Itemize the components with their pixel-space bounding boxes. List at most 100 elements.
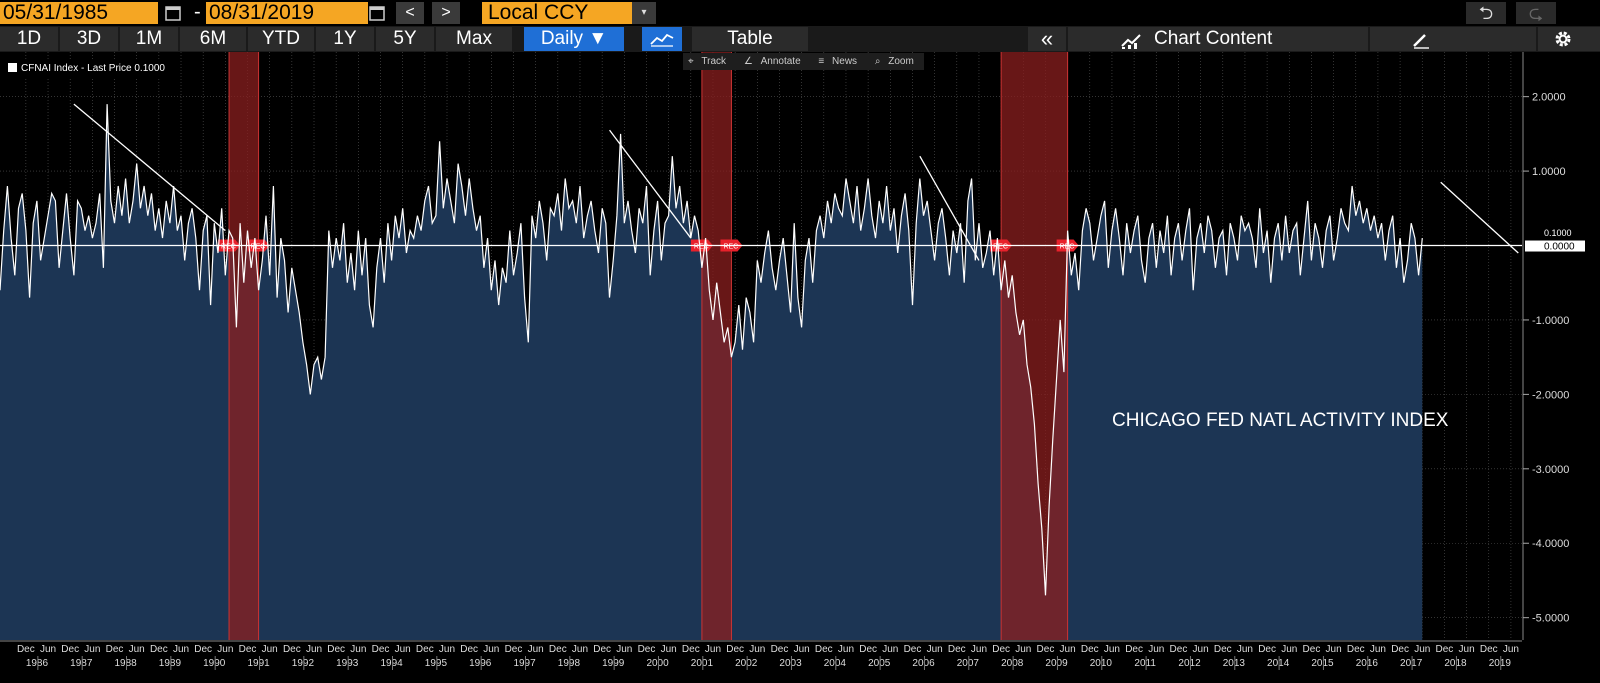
x-tick-label: Dec [1258, 644, 1276, 655]
x-tick-label: Dec [1081, 644, 1099, 655]
x-year-label: 2007 [957, 658, 980, 669]
tab-1y[interactable]: 1Y [316, 27, 374, 51]
table-button[interactable]: Table [692, 27, 808, 51]
x-year-label: 2012 [1178, 658, 1201, 669]
chart-legend: CFNAI Index - Last Price 0.1000 [4, 60, 170, 78]
x-year-label: 1987 [70, 658, 93, 669]
x-tick-label: Dec [327, 644, 345, 655]
x-year-label: 2004 [824, 658, 847, 669]
legend-label: CFNAI Index - Last Price 0.1000 [21, 63, 165, 74]
x-tick-label: Dec [372, 644, 390, 655]
end-date-field[interactable]: 08/31/2019 [206, 2, 368, 24]
x-tick-label: Dec [726, 644, 744, 655]
x-tick-label: Dec [638, 644, 656, 655]
trend-line [919, 155, 980, 261]
next-button[interactable]: > [432, 2, 460, 24]
line-chart-icon[interactable] [642, 27, 682, 51]
x-year-label: 1993 [336, 658, 359, 669]
tab-ytd[interactable]: YTD [248, 27, 314, 51]
rec-label: REC [993, 244, 1008, 251]
x-year-label: 2008 [1001, 658, 1024, 669]
legend-swatch [8, 63, 17, 72]
x-tick-label: Jun [1193, 644, 1209, 655]
chart-content-icon [1121, 34, 1141, 49]
chart-content-label: Chart Content [1154, 28, 1273, 49]
x-tick-label: Jun [306, 644, 322, 655]
calendar-icon[interactable] [164, 4, 182, 22]
x-year-label: 2002 [735, 658, 758, 669]
annotate-tool[interactable]: ∠ Annotate [743, 56, 801, 67]
x-tick-label: Jun [1104, 644, 1120, 655]
x-tick-label: Dec [239, 644, 257, 655]
x-year-label: 2019 [1489, 658, 1512, 669]
x-tick-label: Jun [1459, 644, 1475, 655]
x-year-label: 2014 [1267, 658, 1290, 669]
x-tick-label: Jun [483, 644, 499, 655]
x-tick-label: Jun [661, 644, 677, 655]
undo-button[interactable]: ⮌ [1466, 2, 1506, 24]
rec-label: REC [723, 244, 738, 251]
rec-label: REC [221, 244, 236, 251]
x-tick-label: Jun [794, 644, 810, 655]
x-tick-label: Dec [1480, 644, 1498, 655]
y-tick-label: -3.0000 [1532, 464, 1569, 476]
tab-6m[interactable]: 6M [180, 27, 246, 51]
x-tick-label: Jun [749, 644, 765, 655]
tab-1m[interactable]: 1M [120, 27, 178, 51]
x-tick-label: Jun [528, 644, 544, 655]
x-tick-label: Jun [40, 644, 56, 655]
gear-icon [1555, 31, 1571, 47]
x-year-label: 2010 [1090, 658, 1113, 669]
chart-content-button[interactable]: Chart Content [1068, 27, 1368, 51]
x-year-label: 1994 [380, 658, 403, 669]
x-tick-label: Dec [1436, 644, 1454, 655]
x-year-label: 1997 [513, 658, 536, 669]
rec-label: REC [251, 244, 266, 251]
redo-button[interactable]: ⮎ [1516, 2, 1556, 24]
x-tick-label: Jun [1237, 644, 1253, 655]
x-tick-label: Dec [1170, 644, 1188, 655]
x-year-label: 2005 [868, 658, 891, 669]
collapse-button[interactable]: « [1028, 27, 1066, 51]
x-tick-label: Dec [948, 644, 966, 655]
x-year-label: 2015 [1311, 658, 1334, 669]
x-year-label: 2013 [1223, 658, 1246, 669]
prev-button[interactable]: < [396, 2, 424, 24]
calendar-icon[interactable] [368, 4, 386, 22]
frequency-select[interactable]: Daily ▼ [524, 27, 624, 51]
tab-5y[interactable]: 5Y [376, 27, 434, 51]
top-toolbar: 05/31/1985 - 08/31/2019 < > Local CCY ▾ … [0, 0, 1600, 26]
x-tick-label: Dec [1391, 644, 1409, 655]
x-year-label: 1986 [26, 658, 49, 669]
y-tick-label: 2.0000 [1532, 92, 1566, 104]
zoom-tool[interactable]: ⌕ Zoom [874, 56, 914, 67]
recession-band [1001, 52, 1068, 640]
x-year-label: 2018 [1444, 658, 1467, 669]
x-tick-label: Jun [262, 644, 278, 655]
tab-3d[interactable]: 3D [60, 27, 118, 51]
last-price-tag: 0.1000 [1544, 228, 1572, 238]
edit-button[interactable] [1370, 27, 1536, 51]
x-tick-label: Jun [439, 644, 455, 655]
x-year-label: 2016 [1356, 658, 1379, 669]
recession-band [229, 52, 259, 640]
settings-button[interactable] [1538, 27, 1600, 51]
x-tick-label: Jun [1060, 644, 1076, 655]
start-date-field[interactable]: 05/31/1985 [0, 2, 158, 24]
pencil-icon [1413, 34, 1429, 49]
tab-1d[interactable]: 1D [0, 27, 58, 51]
tab-max[interactable]: Max [436, 27, 512, 51]
x-tick-label: Jun [882, 644, 898, 655]
news-tool[interactable]: ≡ News [818, 56, 858, 67]
chevron-down-icon[interactable]: ▾ [632, 2, 656, 24]
x-tick-label: Jun [350, 644, 366, 655]
period-tab-bar: 1D 3D 1M 6M YTD 1Y 5Y Max Daily ▼ Table … [0, 26, 1600, 52]
x-tick-label: Dec [682, 644, 700, 655]
x-axis-panel [0, 640, 1600, 683]
currency-select[interactable]: Local CCY [482, 2, 632, 24]
x-tick-label: Dec [1214, 644, 1232, 655]
track-tool[interactable]: ⌖ Track [688, 56, 727, 67]
x-tick-label: Dec [1125, 644, 1143, 655]
y-tick-label: -2.0000 [1532, 389, 1569, 401]
